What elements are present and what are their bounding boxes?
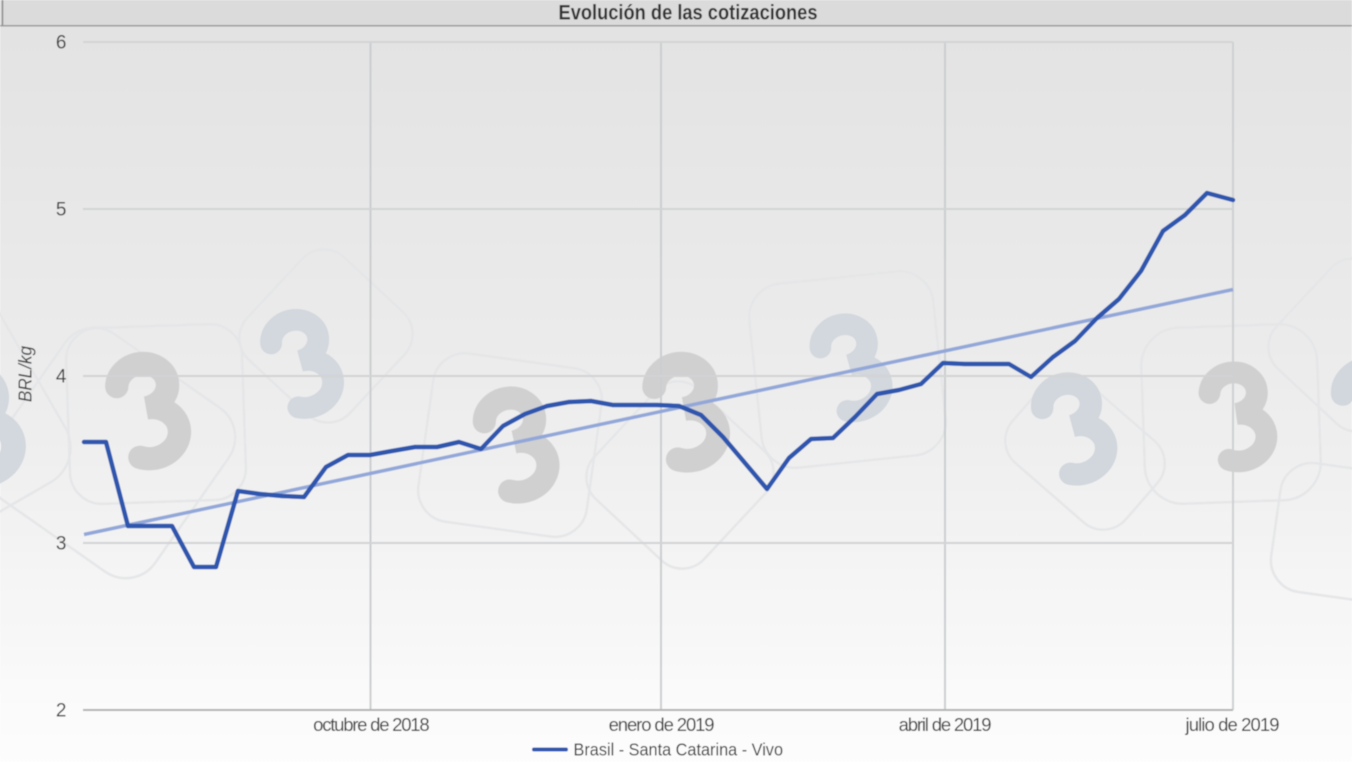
svg-text:6: 6	[56, 33, 67, 54]
svg-text:Brasil - Santa Catarina - Vivo: Brasil - Santa Catarina - Vivo	[574, 740, 784, 760]
svg-text:enero de 2019: enero de 2019	[609, 714, 715, 735]
svg-text:2: 2	[56, 701, 67, 722]
svg-text:5: 5	[56, 200, 67, 221]
svg-text:octubre de 2018: octubre de 2018	[313, 714, 430, 735]
svg-text:Evolución de las cotizaciones: Evolución de las cotizaciones	[559, 2, 818, 25]
svg-text:BRL/kg: BRL/kg	[16, 346, 36, 402]
svg-text:4: 4	[56, 367, 67, 388]
svg-text:abril de 2019: abril de 2019	[899, 714, 992, 735]
svg-text:3: 3	[56, 534, 67, 555]
svg-text:julio de 2019: julio de 2019	[1185, 714, 1280, 735]
